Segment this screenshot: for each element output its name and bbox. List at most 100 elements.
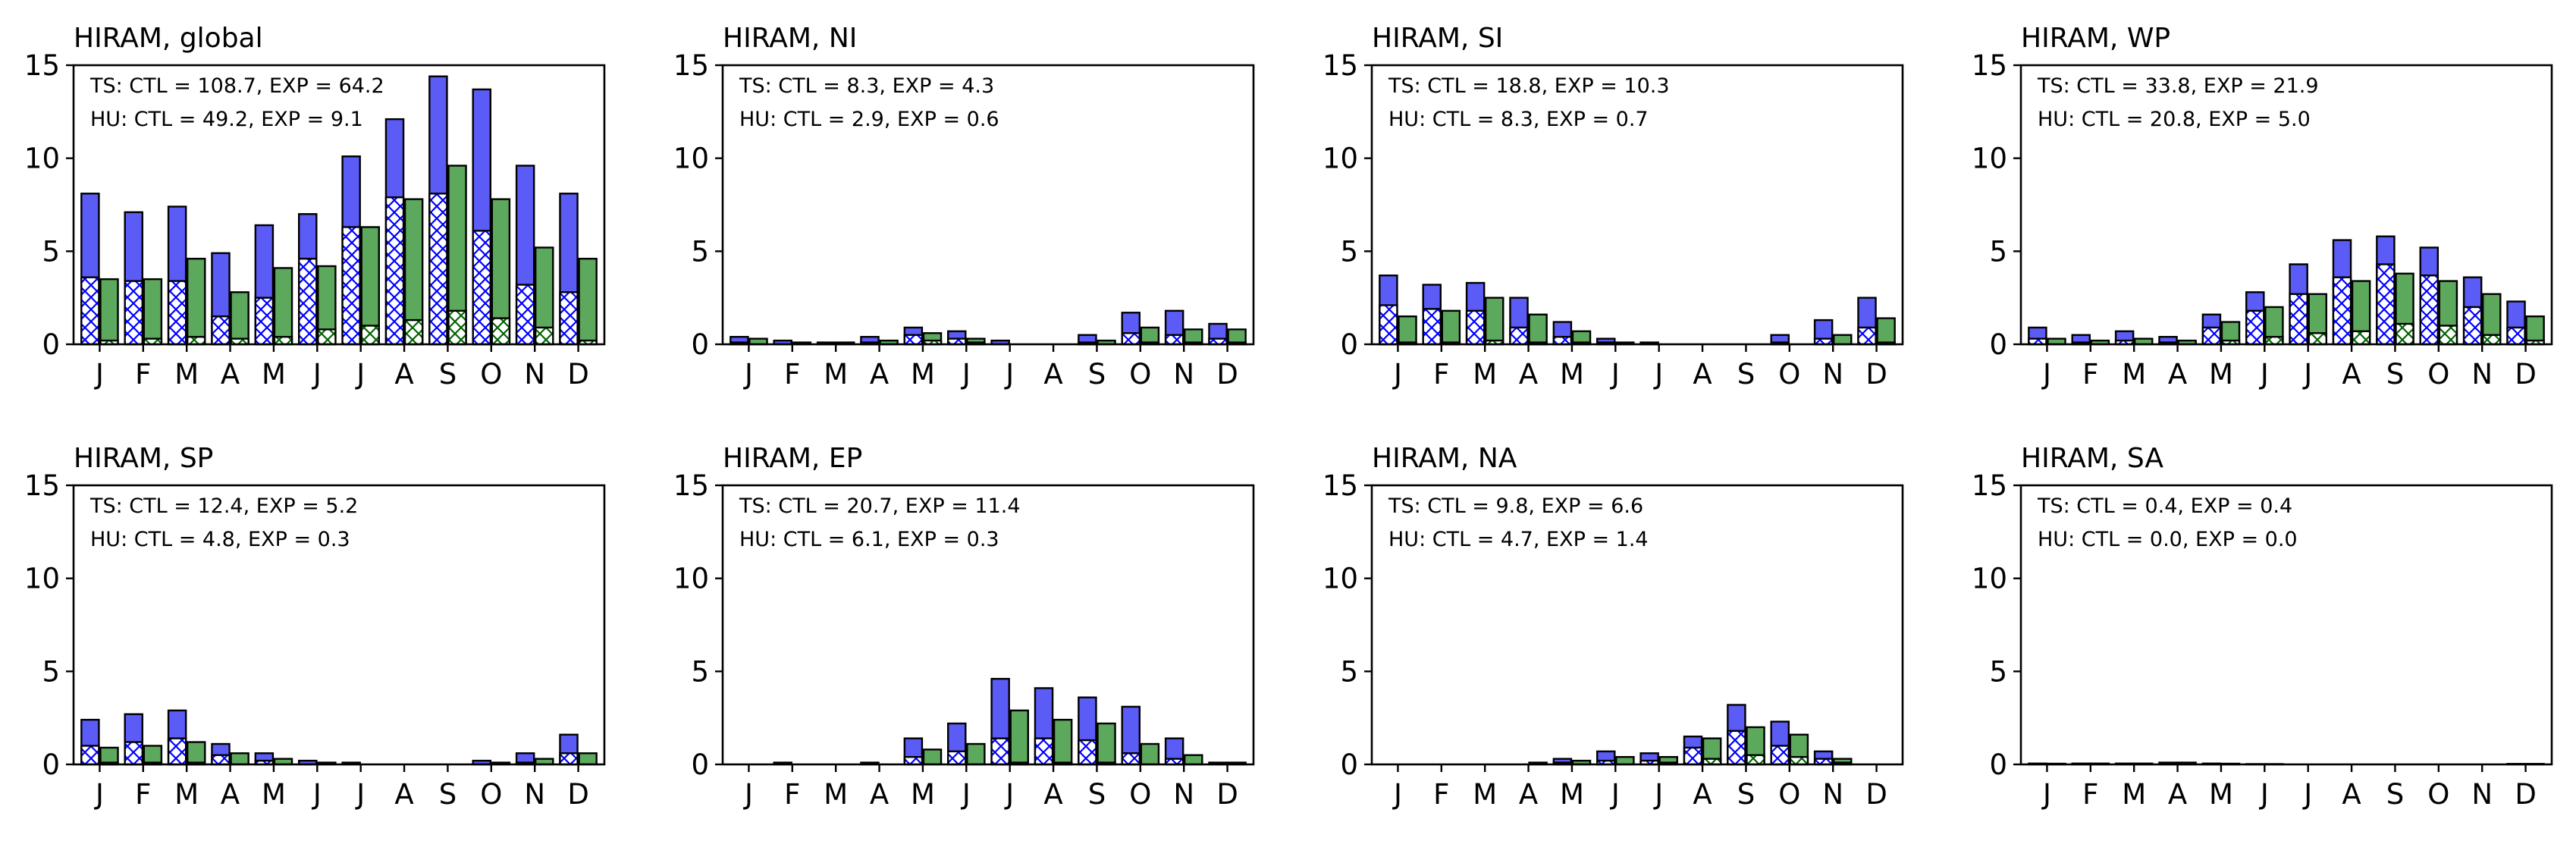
bar-ctl-hu [947,750,967,766]
y-tick-label: 0 [42,748,60,781]
bar-ctl-hu [2462,306,2483,346]
x-tick-label: J [743,778,753,811]
x-tick-label: S [2386,778,2405,811]
bar-ctl-hu [903,334,924,346]
y-tick-label: 10 [673,143,709,175]
x-tick-label: O [1778,778,1800,811]
x-tick-label: N [524,778,545,811]
y-tick-label: 10 [673,563,709,595]
y-tick-label: 0 [1989,748,2007,781]
bar-exp-ts [230,752,249,766]
axes-frame [72,484,606,766]
panel-annotation: HU: CTL = 6.1, EXP = 0.3 [739,528,999,551]
x-tick-label: S [1088,778,1106,811]
y-tick-label: 5 [1989,235,2007,268]
bar-ctl-hu [1857,326,1877,346]
y-tick-label: 5 [691,235,709,268]
panel-annotation: TS: CTL = 33.8, EXP = 21.9 [2037,74,2319,98]
x-tick-label: M [2209,358,2233,391]
x-tick-label: F [135,778,151,811]
x-tick-label: M [2122,778,2146,811]
bar-ctl-hu [472,230,492,346]
x-tick-label: J [2302,358,2312,391]
x-tick-label: M [2122,358,2146,391]
bar-exp-ts [1484,297,1504,346]
y-tick-label: 0 [1989,328,2007,361]
bar-ctl-hu [2289,293,2308,346]
x-tick-label: J [94,778,104,811]
x-tick-label: J [2259,778,2269,811]
x-tick-label: S [1088,358,1106,391]
bar-ctl-hu [1121,752,1141,766]
bar-ctl-hu [211,754,231,766]
bar-exp-hu [447,309,467,346]
y-tick-label: 0 [691,328,709,361]
x-tick-label: A [394,358,413,391]
bar-exp-hu [491,317,511,346]
x-tick-label: J [355,358,365,391]
bar-ctl-hu [1422,308,1442,346]
x-tick-label: D [2515,358,2537,391]
x-tick-label: M [1560,358,1584,391]
y-tick-label: 5 [1989,655,2007,688]
panel-annotation: TS: CTL = 108.7, EXP = 64.2 [89,74,384,98]
y-tick-label: 5 [42,655,60,688]
bar-exp-ts [966,742,986,766]
x-tick-label: J [1653,358,1663,391]
x-tick-label: A [2168,358,2187,391]
bar-exp-ts [1053,718,1073,766]
bar-exp-ts [1183,754,1203,766]
x-tick-label: A [2342,358,2361,391]
panel-title: HIRAM, EP [723,443,862,474]
bar-ctl-hu [1509,326,1529,346]
panel-title: HIRAM, SA [2021,443,2163,474]
x-tick-label: N [2471,778,2493,811]
panel-annotation: HU: CTL = 8.3, EXP = 0.7 [1388,108,1649,131]
x-tick-label: S [1737,778,1756,811]
x-tick-label: A [1043,358,1062,391]
x-tick-label: D [567,778,589,811]
x-tick-label: N [524,358,545,391]
x-tick-label: J [1610,778,1620,811]
bar-exp-ts [143,278,163,346]
x-tick-label: A [221,778,240,811]
bar-ctl-hu [2245,309,2265,346]
x-tick-label: J [1392,778,1402,811]
x-tick-label: J [743,358,753,391]
y-tick-label: 0 [1340,328,1358,361]
x-tick-label: N [1173,358,1194,391]
bar-ctl-hu [2376,263,2396,346]
x-tick-label: J [1392,358,1402,391]
x-tick-label: D [1216,358,1238,391]
y-tick-label: 10 [24,143,60,175]
x-tick-label: F [1433,358,1449,391]
bar-exp-ts [1441,309,1461,346]
x-tick-label: O [1129,358,1151,391]
panel-annotation: HU: CTL = 4.7, EXP = 1.4 [1388,528,1649,551]
y-tick-label: 5 [42,235,60,268]
x-tick-label: A [1693,358,1712,391]
x-tick-label: M [824,778,848,811]
y-tick-label: 10 [1323,563,1358,595]
x-tick-label: A [1043,778,1062,811]
bar-ctl-hu [1727,730,1746,766]
x-tick-label: M [824,358,848,391]
panel-title: HIRAM, SI [1372,23,1503,54]
x-tick-label: A [2342,778,2361,811]
y-tick-label: 0 [1340,748,1358,781]
x-tick-label: D [1216,778,1238,811]
x-tick-label: M [1473,358,1497,391]
x-tick-label: J [961,778,971,811]
bar-ctl-hu [1770,745,1790,766]
x-tick-label: M [911,778,935,811]
y-tick-label: 0 [42,328,60,361]
x-tick-label: N [1822,778,1843,811]
bar-exp-ts [1832,334,1853,346]
x-tick-label: D [567,358,589,391]
y-tick-label: 10 [24,563,60,595]
bar-exp-ts [1398,315,1417,346]
bar-exp-ts [922,748,943,766]
